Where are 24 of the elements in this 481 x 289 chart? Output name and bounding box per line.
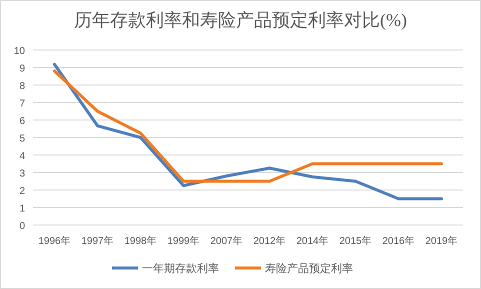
x-tick-label: 1998年 [124, 235, 157, 247]
x-tick-label: 2007年 [210, 235, 243, 247]
y-tick-label: 1 [19, 204, 26, 214]
y-tick-label: 8 [19, 81, 26, 92]
x-tick-label: 2019年 [425, 235, 458, 247]
x-tick-label: 1996年 [38, 235, 71, 247]
y-tick-label: 3 [19, 168, 26, 180]
y-tick-label: 4 [19, 151, 26, 162]
y-tick-label: 0 [19, 221, 26, 232]
y-tick-label: 6 [19, 116, 26, 127]
y-tick-label: 2 [19, 186, 26, 197]
x-tick-label: 2016年 [382, 235, 415, 247]
x-tick-label: 2014年 [296, 235, 329, 247]
y-tick-label: 5 [19, 134, 26, 144]
x-tick-label: 1999年 [167, 235, 200, 247]
legend-label: 一年期存款利率 [142, 262, 219, 275]
y-tick-label: 7 [19, 98, 26, 110]
x-tick-label: 2015年 [339, 235, 372, 247]
x-tick-label: 1997年 [81, 235, 114, 247]
y-tick-label: 9 [19, 64, 26, 74]
x-tick-label: 2012年 [253, 235, 286, 247]
chart-title: 历年存款利率和寿险产品预定利率对比(%) [74, 10, 407, 30]
legend-label: 寿险产品预定利率 [265, 262, 353, 275]
y-tick-label: 10 [14, 46, 26, 57]
